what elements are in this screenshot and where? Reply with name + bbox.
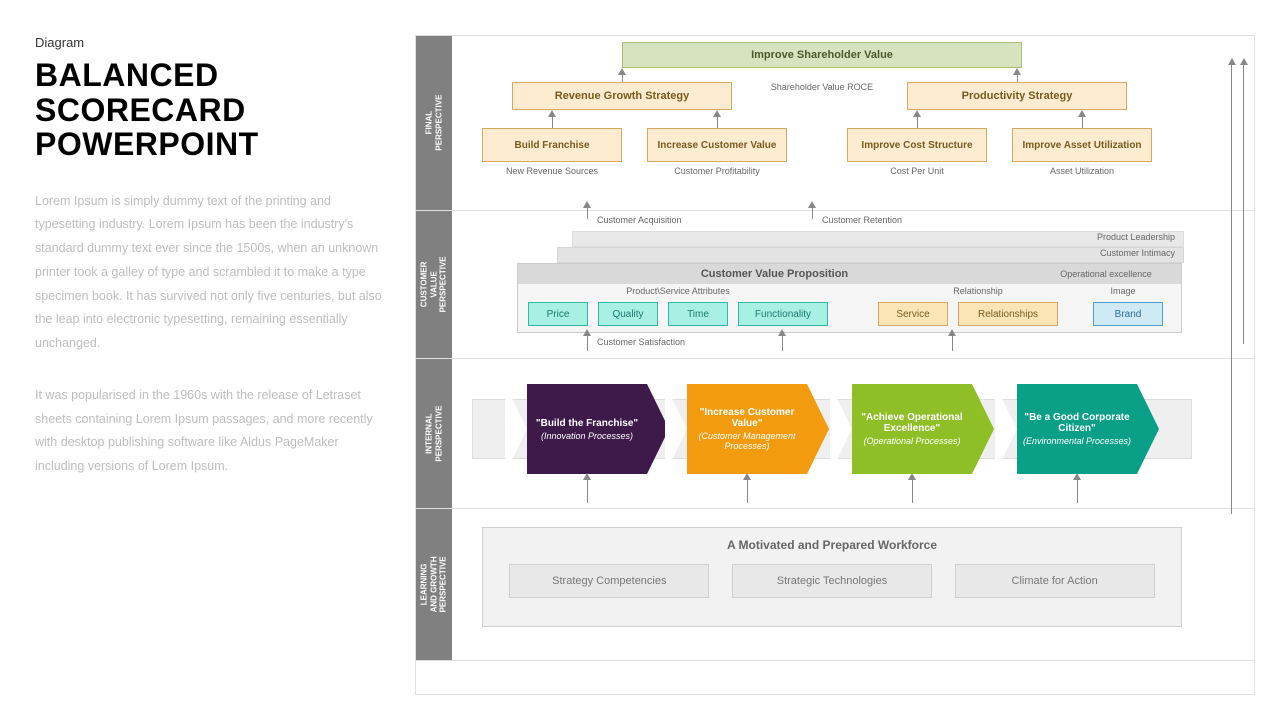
box-strategic-technologies: Strategic Technologies (732, 564, 932, 598)
group-relationship: Relationship (918, 286, 1038, 296)
box-strategy-competencies: Strategy Competencies (509, 564, 709, 598)
group-image: Image (1088, 286, 1158, 296)
paragraph-2: It was popularised in the 1960s with the… (35, 384, 390, 479)
layer-customer-intimacy: Customer Intimacy (557, 247, 1184, 263)
box-improve-shareholder: Improve Shareholder Value (622, 42, 1022, 68)
layer-op-excellence: Operational excellence (1031, 269, 1181, 279)
label-cust-ret: Customer Retention (822, 215, 962, 225)
paragraph-1: Lorem Ipsum is simply dummy text of the … (35, 190, 390, 356)
sublabel-cost-unit: Cost Per Unit (847, 166, 987, 176)
attr-price: Price (528, 302, 588, 326)
row-label-customer: CUSTOMER VALUE PERSPECTIVE (416, 211, 452, 358)
row-label-internal: INTERNAL PERSPECTIVE (416, 359, 452, 508)
cvp-title: Customer Value Proposition (518, 268, 1031, 280)
workforce-title: A Motivated and Prepared Workforce (483, 528, 1181, 564)
page-title: BALANCED SCORECARD POWERPOINT (35, 58, 390, 162)
sublabel-new-revenue: New Revenue Sources (482, 166, 622, 176)
attr-functionality: Functionality (738, 302, 828, 326)
box-revenue-growth: Revenue Growth Strategy (512, 82, 732, 110)
attr-service: Service (878, 302, 948, 326)
chev-operational-excellence: "Achieve Operational Excellence"(Operati… (852, 384, 972, 474)
box-improve-cost: Improve Cost Structure (847, 128, 987, 162)
attr-brand: Brand (1093, 302, 1163, 326)
chev-increase-customer: "Increase Customer Value"(Customer Manag… (687, 384, 807, 474)
box-build-franchise: Build Franchise (482, 128, 622, 162)
box-increase-customer-value: Increase Customer Value (647, 128, 787, 162)
box-improve-asset: Improve Asset Utilization (1012, 128, 1152, 162)
attr-relationships: Relationships (958, 302, 1058, 326)
box-climate-action: Climate for Action (955, 564, 1155, 598)
attr-quality: Quality (598, 302, 658, 326)
layer-product-leadership: Product Leadership (572, 231, 1184, 247)
label-cust-sat: Customer Satisfaction (597, 337, 757, 347)
eyebrow: Diagram (35, 35, 390, 50)
sublabel-cust-profit: Customer Profitability (647, 166, 787, 176)
sublabel-asset-util: Asset Utilization (1012, 166, 1152, 176)
row-label-learning: LEARNING AND GROWTH PERSPECTIVE (416, 509, 452, 660)
group-attributes: Product\Service Attributes (588, 286, 768, 296)
chev-corporate-citizen: "Be a Good Corporate Citizen"(Environmen… (1017, 384, 1137, 474)
attr-time: Time (668, 302, 728, 326)
chev-build-franchise: "Build the Franchise"(Innovation Process… (527, 384, 647, 474)
label-cust-acq: Customer Acquisition (597, 215, 737, 225)
row-label-final: FINAL PERSPECTIVE (416, 36, 452, 210)
box-productivity: Productivity Strategy (907, 82, 1127, 110)
label-shareholder-roce: Shareholder Value ROCE (752, 82, 892, 93)
diagram: FINAL PERSPECTIVE Improve Shareholder Va… (415, 35, 1255, 695)
